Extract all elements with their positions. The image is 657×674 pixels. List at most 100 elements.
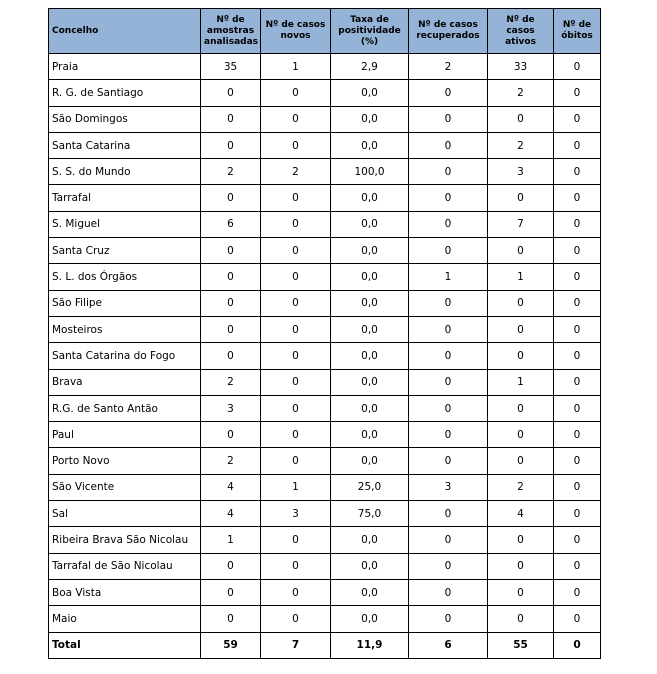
cell: 0	[487, 184, 554, 212]
cell: 2	[408, 52, 488, 81]
cell: 0	[260, 578, 331, 607]
cell: 0	[553, 131, 601, 160]
cell: 0,0	[330, 526, 409, 554]
cell: 0,0	[330, 184, 409, 212]
cell: Tarrafal	[48, 184, 201, 212]
cell: 0	[553, 52, 601, 81]
cell: 0	[260, 447, 331, 475]
cell: 0,0	[330, 263, 409, 291]
cell: 0	[200, 79, 261, 107]
cell: 0,0	[330, 368, 409, 396]
cell: 0	[408, 289, 488, 317]
cell: Paul	[48, 421, 201, 449]
cell: 1	[487, 368, 554, 396]
cell: 35	[200, 52, 261, 81]
cell: 0,0	[330, 131, 409, 160]
cell: 0	[553, 421, 601, 449]
cell: 2	[487, 473, 554, 502]
header-cell: Nº de casos novos	[260, 8, 331, 54]
cell: 0	[260, 605, 331, 633]
table-row: São Filipe 0 0 0,0 0 0 0	[48, 289, 601, 317]
cell: 0	[553, 473, 601, 502]
cell: 0,0	[330, 315, 409, 344]
table-row: S. L. dos Órgãos 0 0 0,0 1 1 0	[48, 263, 601, 291]
cell: 0	[553, 263, 601, 291]
cell: 0	[200, 289, 261, 317]
cell: 0	[408, 237, 488, 265]
cell: 0	[553, 342, 601, 370]
cell: 0	[408, 447, 488, 475]
cell: 0	[260, 315, 331, 344]
cell: 25,0	[330, 473, 409, 502]
cell: 0	[408, 158, 488, 186]
cell: 0	[200, 421, 261, 449]
cell: 0	[487, 578, 554, 607]
cell: 0,0	[330, 605, 409, 633]
cell: 0	[200, 105, 261, 133]
total-cell: 0	[553, 631, 601, 659]
table-row: São Vicente 4 1 25,0 3 2 0	[48, 473, 601, 502]
total-cell: Total	[48, 631, 201, 659]
table-row: Paul 0 0 0,0 0 0 0	[48, 421, 601, 449]
cell: 0	[553, 105, 601, 133]
cell: São Filipe	[48, 289, 201, 317]
cell: 0	[487, 289, 554, 317]
cell: 0,0	[330, 578, 409, 607]
total-cell: 55	[487, 631, 554, 659]
table-row: Brava 2 0 0,0 0 1 0	[48, 368, 601, 396]
cell: 100,0	[330, 158, 409, 186]
cell: São Vicente	[48, 473, 201, 502]
cell: 0	[200, 131, 261, 160]
cell: 0	[487, 447, 554, 475]
table-row: Maio 0 0 0,0 0 0 0	[48, 605, 601, 633]
cell: 1	[487, 263, 554, 291]
cell: 0	[408, 210, 488, 239]
cell: Ribeira Brava São Nicolau	[48, 526, 201, 554]
cell: 33	[487, 52, 554, 81]
cell: 0	[553, 394, 601, 423]
cell: 0	[553, 605, 601, 633]
cell: Santa Cruz	[48, 237, 201, 265]
table-row: Porto Novo 2 0 0,0 0 0 0	[48, 447, 601, 475]
cell: 0	[408, 578, 488, 607]
cell: 0	[553, 500, 601, 528]
cell: 0	[487, 342, 554, 370]
cell: 0,0	[330, 237, 409, 265]
cell: 0	[260, 79, 331, 107]
cell: 0	[260, 552, 331, 580]
cell: R.G. de Santo Antão	[48, 394, 201, 423]
table-row: R. G. de Santiago 0 0 0,0 0 2 0	[48, 79, 601, 107]
cell: 0	[553, 526, 601, 554]
cell: 0	[260, 263, 331, 291]
table-row: S. Miguel 6 0 0,0 0 7 0	[48, 210, 601, 239]
cell: 3	[487, 158, 554, 186]
cell: Boa Vista	[48, 578, 201, 607]
cell: 0,0	[330, 447, 409, 475]
cell: 0	[553, 447, 601, 475]
table-row: São Domingos 0 0 0,0 0 0 0	[48, 105, 601, 133]
table-row: Mosteiros 0 0 0,0 0 0 0	[48, 315, 601, 344]
cell: 0	[553, 158, 601, 186]
total-cell: 59	[200, 631, 261, 659]
cell: 0	[260, 526, 331, 554]
cell: 0	[200, 578, 261, 607]
cell: S. Miguel	[48, 210, 201, 239]
cell: S. S. do Mundo	[48, 158, 201, 186]
cell: 0	[487, 421, 554, 449]
cell: 2	[487, 79, 554, 107]
cell: 0	[200, 184, 261, 212]
cell: 2	[260, 158, 331, 186]
table-row: Santa Catarina do Fogo 0 0 0,0 0 0 0	[48, 342, 601, 370]
cell: 2	[200, 158, 261, 186]
cell: 0,0	[330, 394, 409, 423]
cases-table: Concelho Nº de amostras analisadas Nº de c…	[48, 8, 601, 659]
cell: 0	[553, 237, 601, 265]
cell: 2	[200, 368, 261, 396]
table-row: Tarrafal 0 0 0,0 0 0 0	[48, 184, 601, 212]
cell: 0,0	[330, 342, 409, 370]
cell: 0	[553, 552, 601, 580]
cell: 4	[487, 500, 554, 528]
cell: 0	[487, 315, 554, 344]
cell: 0	[200, 552, 261, 580]
table-row: Tarrafal de São Nicolau 0 0 0,0 0 0 0	[48, 552, 601, 580]
